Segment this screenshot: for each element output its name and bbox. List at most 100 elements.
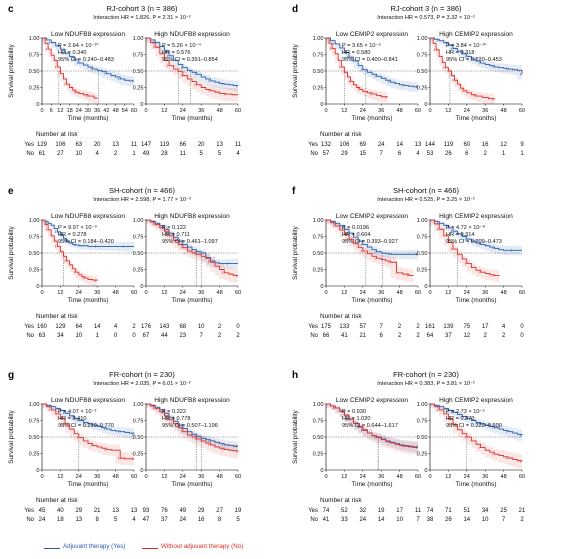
risk-yes-value: 29	[75, 508, 82, 514]
stat-line: HR = 0.318	[446, 50, 474, 56]
figure-c: c RJ-cohort 3 (n = 386) Interaction HR = 1…	[8, 4, 242, 157]
risk-no-value: 10	[75, 151, 82, 157]
y-tick-label: 0.25	[133, 268, 144, 274]
subplot-title: High CEMIP2 expression	[439, 213, 513, 220]
km-curve-no	[430, 403, 523, 462]
x-axis-label: Time (months)	[68, 297, 109, 304]
figure-title: SH-cohort (n = 466)	[393, 186, 460, 195]
stat-line: HR = 0.604	[342, 232, 370, 238]
risk-no-value: 8	[218, 517, 222, 523]
stat-line: P = 0.322	[162, 409, 186, 415]
risk-table-title: Number at risk	[320, 131, 362, 138]
y-tick-label: 1.00	[313, 36, 324, 42]
km-curve-yes	[326, 219, 418, 255]
y-axis-label: Survival probability	[8, 409, 15, 463]
x-tick-label: 60	[415, 290, 421, 296]
y-tick-label: 0.25	[29, 86, 40, 92]
stat-line: 95% CI = 0.644–1.617	[342, 423, 398, 429]
stat-line: P = 2.64 × 10⁻¹⁰	[58, 42, 99, 49]
stat-line: P = 2.73 × 10⁻⁶	[446, 408, 485, 415]
x-tick-label: 18	[66, 108, 72, 114]
figure-d: d RJ-cohort 3 (n = 386) Interaction HR = 0…	[292, 4, 525, 157]
risk-no-value: 8	[96, 517, 100, 523]
stat-line: HR = 0.580	[342, 50, 370, 56]
y-tick-label: 0.50	[417, 435, 428, 441]
y-tick-label: 0.75	[29, 419, 40, 425]
risk-no-value: 4	[96, 151, 100, 157]
x-tick-label: 12	[445, 290, 451, 296]
risk-no-value: 23	[179, 333, 186, 339]
stat-line: P = 0.122	[162, 225, 186, 231]
ci-band-no	[42, 220, 98, 286]
subplot-f-2: High CEMIP2 expression 0 0.25 0.50 0.75 1.00 0…	[417, 213, 526, 339]
x-tick-label: 36	[482, 290, 488, 296]
stat-line: 95% CI = 0.393–0.927	[342, 239, 398, 245]
risk-no-value: 28	[161, 151, 168, 157]
y-tick-label: 0	[36, 102, 39, 108]
risk-no-value: 14	[378, 517, 385, 523]
risk-yes-value: 69	[359, 142, 366, 148]
risk-yes-value: 74	[323, 508, 330, 514]
km-curve-no	[42, 219, 98, 281]
risk-row-label-yes: Yes	[308, 508, 318, 514]
subplot-c-1: Low NDUFB8 expression 0 0.25 0.50 0.75 1.00 0 6…	[29, 31, 138, 157]
risk-no-value: 2	[484, 333, 488, 339]
risk-no-value: 57	[323, 151, 330, 157]
x-tick-label: 30	[85, 108, 91, 114]
risk-no-value: 5	[236, 517, 240, 523]
risk-no-value: 47	[143, 517, 150, 523]
y-tick-label: 0	[36, 284, 39, 290]
risk-no-value: 1	[96, 333, 100, 339]
risk-table-title: Number at risk	[320, 313, 362, 320]
risk-row-label-yes: Yes	[24, 508, 34, 514]
risk-yes-value: 27	[216, 508, 223, 514]
x-tick-label: 24	[464, 474, 470, 480]
risk-no-value: 49	[143, 151, 150, 157]
risk-row-label-yes: Yes	[24, 142, 34, 148]
subplot-g-2: High NDUFB8 expression 0 0.25 0.50 0.75 1.00 0…	[133, 397, 242, 523]
y-tick-label: 0.75	[29, 235, 40, 241]
stat-line: P = 0.930	[342, 409, 366, 415]
risk-no-value: 63	[39, 333, 46, 339]
y-tick-label: 0.50	[29, 251, 40, 257]
y-tick-label: 0.75	[133, 235, 144, 241]
x-axis-label: Time (months)	[172, 297, 213, 304]
subplot-d-1: Low CEMIP2 expression 0 0.25 0.50 0.75 1.00 0 1…	[313, 31, 422, 157]
x-tick-label: 48	[112, 108, 118, 114]
subplot-title: High NDUFB8 expression	[154, 213, 230, 220]
subplot-h-2: High CEMIP2 expression 0 0.25 0.50 0.75 1.00 0…	[417, 397, 526, 523]
risk-yes-value: 21	[94, 508, 101, 514]
y-tick-label: 0.50	[133, 435, 144, 441]
y-tick-label: 0	[320, 284, 323, 290]
x-axis-label: Time (months)	[68, 481, 109, 488]
risk-yes-value: 75	[463, 324, 470, 330]
x-tick-label: 60	[415, 108, 421, 114]
risk-no-value: 37	[161, 517, 168, 523]
subplot-title: Low NDUFB8 expression	[51, 31, 125, 38]
x-tick-label: 60	[415, 474, 421, 480]
risk-no-value: 10	[482, 517, 489, 523]
x-tick-label: 48	[396, 290, 402, 296]
risk-no-value: 0	[132, 333, 136, 339]
figure-title: RJ-cohort 3 (n = 386)	[390, 4, 462, 13]
risk-yes-value: 32	[359, 508, 366, 514]
x-tick-label: 24	[180, 290, 186, 296]
km-curve-no	[326, 403, 418, 449]
x-tick-label: 48	[396, 474, 402, 480]
risk-row-label-no: No	[26, 151, 34, 157]
risk-no-value: 2	[218, 333, 222, 339]
x-tick-label: 48	[500, 474, 506, 480]
panel-letter-f: f	[292, 186, 296, 197]
stat-line: HR = 0.370	[446, 416, 474, 422]
x-tick-label: 12	[161, 108, 167, 114]
risk-yes-value: 11	[415, 508, 422, 514]
x-tick-label: 12	[57, 290, 63, 296]
y-tick-label: 0.50	[313, 435, 324, 441]
x-axis-label: Time (months)	[172, 115, 213, 122]
stat-line: 95% CI = 0.507–1.196	[162, 423, 218, 429]
risk-table-title: Number at risk	[36, 497, 78, 504]
risk-yes-value: 45	[39, 508, 46, 514]
x-tick-label: 60	[131, 108, 137, 114]
y-tick-label: 0.50	[313, 251, 324, 257]
risk-yes-value: 106	[55, 142, 66, 148]
